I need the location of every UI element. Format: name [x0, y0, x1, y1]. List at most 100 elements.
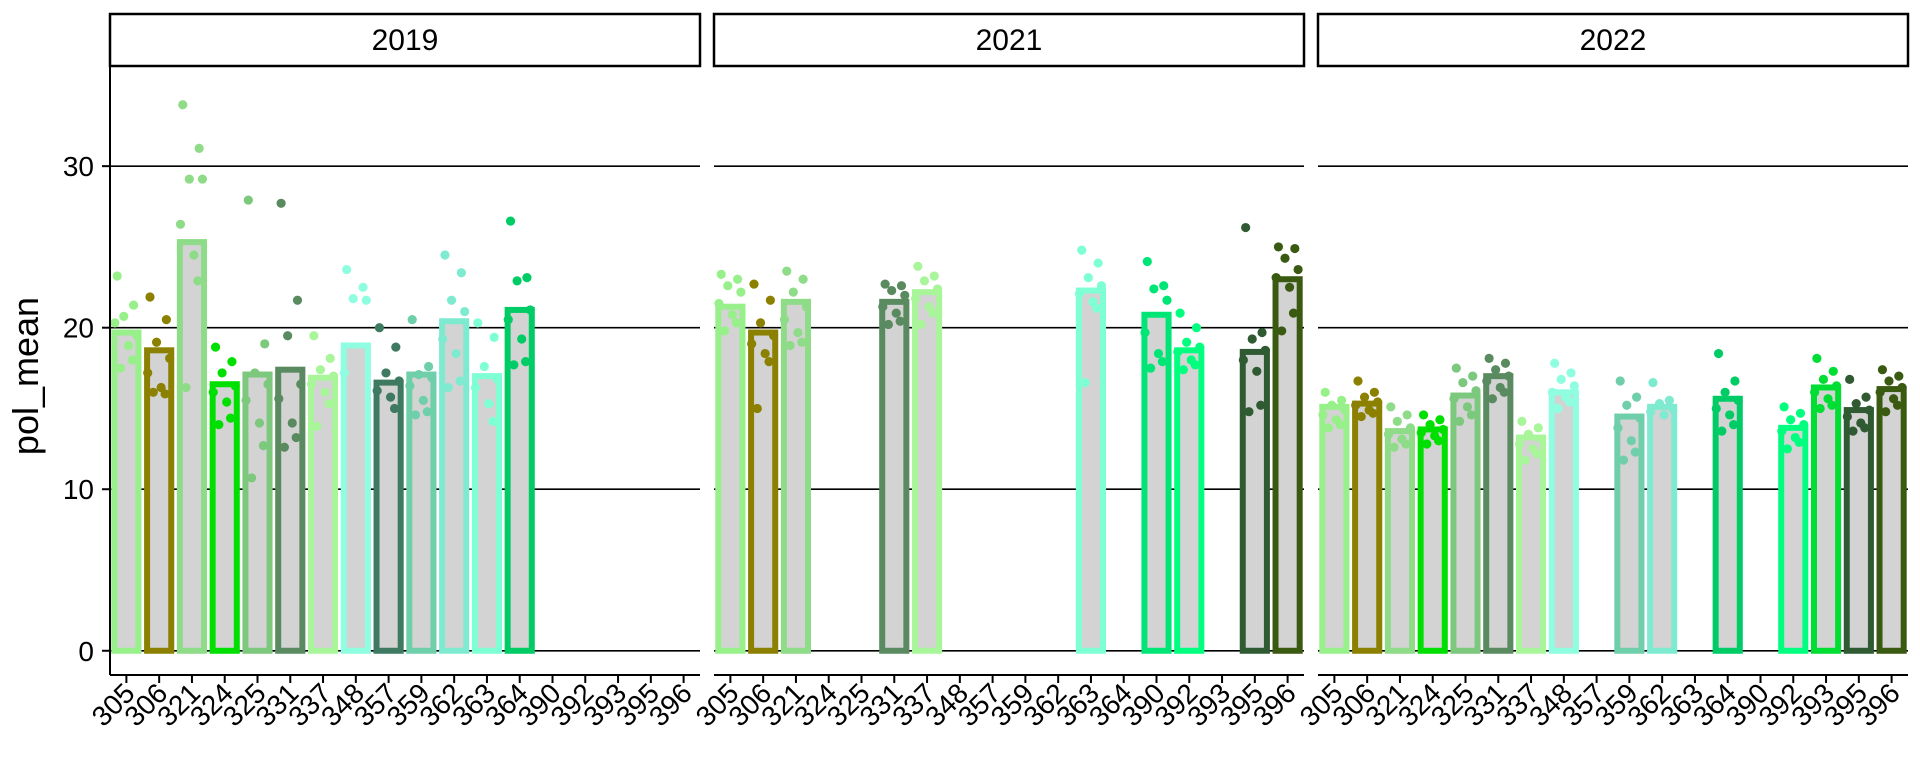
point-306 [752, 403, 762, 414]
point-305 [110, 318, 120, 328]
point-362 [438, 334, 448, 344]
bar-395 [1843, 407, 1874, 654]
point-324 [210, 342, 221, 352]
bar-321 [1384, 428, 1416, 654]
point-331 [896, 281, 907, 291]
point-331 [895, 316, 905, 326]
point-359 [427, 373, 437, 383]
point-305 [723, 281, 733, 291]
point-331 [276, 198, 286, 208]
point-395 [1244, 407, 1254, 417]
point-331 [292, 295, 303, 305]
point-362 [455, 376, 465, 386]
point-324 [230, 381, 240, 391]
point-348 [339, 368, 349, 378]
point-392 [1779, 402, 1789, 412]
point-364 [1725, 410, 1735, 420]
facet-strip-label: 2022 [1580, 24, 1647, 57]
point-325 [1449, 394, 1459, 404]
point-393 [1827, 400, 1837, 410]
point-331 [291, 432, 301, 443]
bar-362 [439, 318, 470, 654]
point-362 [1654, 399, 1665, 409]
point-362 [446, 295, 457, 305]
point-321 [793, 327, 803, 338]
point-337 [1523, 429, 1534, 439]
point-305 [714, 298, 724, 309]
point-337 [328, 371, 339, 381]
bar-392 [1174, 347, 1205, 654]
point-392 [1794, 437, 1804, 447]
point-357 [385, 392, 396, 402]
point-306 [747, 339, 757, 349]
point-396 [1273, 242, 1284, 252]
point-306 [1356, 411, 1366, 422]
point-363 [488, 416, 498, 426]
bar-363 [1075, 287, 1107, 654]
bar-325 [242, 371, 273, 654]
y-axis: 0 10 20 30 [63, 66, 111, 675]
point-324 [222, 397, 232, 407]
point-321 [785, 340, 795, 351]
point-364 [503, 315, 513, 325]
point-393 [1831, 381, 1842, 391]
point-321 [797, 337, 807, 347]
point-325 [250, 368, 260, 378]
point-393 [1818, 374, 1829, 384]
point-325 [247, 473, 257, 483]
point-359 [422, 407, 432, 417]
point-362 [1659, 410, 1669, 420]
point-306 [165, 353, 175, 363]
facet-strip [1316, 12, 1910, 68]
point-305 [727, 310, 737, 320]
point-324 [227, 357, 237, 367]
point-306 [1353, 376, 1363, 386]
point-331 [1484, 353, 1494, 363]
point-306 [1369, 387, 1379, 397]
bar-305 [715, 303, 746, 654]
point-357 [374, 323, 385, 333]
point-359 [414, 369, 424, 380]
point-392 [1182, 337, 1192, 347]
point-337 [324, 399, 334, 409]
point-331 [283, 331, 293, 341]
point-321 [181, 382, 191, 393]
point-337 [928, 308, 938, 318]
point-305 [1337, 395, 1347, 405]
point-305 [112, 271, 122, 281]
y-tick-label: 0 [78, 636, 94, 667]
point-306 [161, 315, 171, 325]
y-axis-label: pol_mean [5, 297, 46, 455]
point-393 [1812, 353, 1822, 363]
point-305 [1340, 405, 1350, 415]
bar-331 [879, 298, 910, 654]
point-357 [391, 342, 401, 352]
point-321 [193, 276, 203, 286]
point-321 [1405, 423, 1416, 433]
point-331 [296, 379, 306, 389]
bar-392 [1778, 424, 1809, 654]
point-359 [1626, 436, 1636, 446]
point-306 [1359, 392, 1370, 402]
point-306 [143, 368, 153, 378]
point-392 [1799, 420, 1809, 430]
point-392 [1782, 444, 1792, 454]
point-395 [1848, 426, 1858, 436]
point-396 [1875, 387, 1885, 397]
point-362 [1664, 395, 1674, 405]
point-395 [1252, 366, 1262, 376]
point-321 [1386, 402, 1396, 412]
point-362 [1668, 403, 1678, 414]
point-324 [208, 387, 218, 397]
point-395 [1864, 405, 1874, 415]
point-331 [1504, 371, 1514, 381]
point-331 [887, 285, 897, 296]
point-306 [765, 295, 775, 305]
point-395 [1257, 327, 1267, 338]
point-359 [1615, 376, 1625, 386]
point-357 [394, 376, 404, 386]
bar-393 [1810, 384, 1842, 654]
point-324 [1435, 415, 1445, 425]
point-395 [1256, 400, 1266, 410]
